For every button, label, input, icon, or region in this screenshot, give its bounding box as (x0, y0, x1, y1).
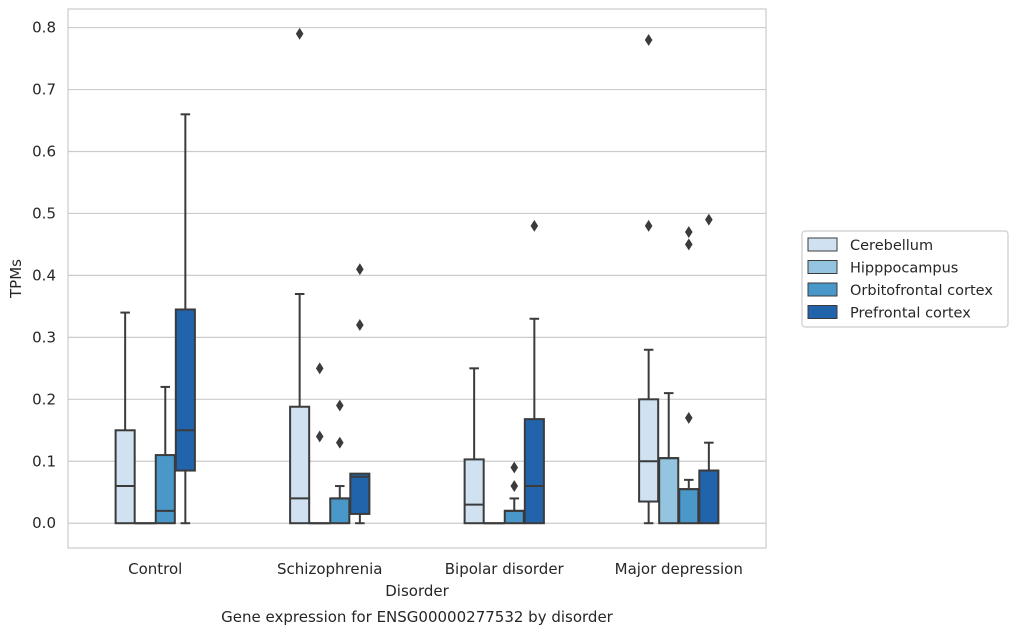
outlier-point (357, 320, 363, 330)
y-tick-label: 0.4 (32, 266, 56, 284)
legend-swatch (808, 261, 837, 274)
y-tick-label: 0.7 (32, 81, 56, 99)
outlier-point (337, 438, 343, 448)
y-tick-label: 0.3 (32, 328, 56, 346)
box-iqr (350, 474, 369, 514)
legend-label: Orbitofrontal cortex (850, 283, 993, 299)
x-tick-label: Bipolar disorder (445, 560, 565, 578)
x-tick-label: Major depression (615, 560, 743, 578)
outlier-point (531, 221, 537, 231)
legend-label: Prefrontal cortex (850, 306, 971, 322)
box-iqr (639, 399, 658, 501)
y-tick-label: 0.0 (32, 514, 56, 532)
y-tick-label: 0.1 (32, 452, 56, 470)
outlier-point (317, 363, 323, 373)
x-axis-label: Disorder (385, 582, 449, 600)
outlier-point (686, 227, 692, 237)
outlier-point (686, 413, 692, 423)
legend-swatch (808, 238, 837, 251)
y-tick-label: 0.6 (32, 142, 56, 160)
box-cerebellum (116, 313, 135, 524)
legend-swatch (808, 283, 837, 296)
outlier-point (357, 264, 363, 274)
box-hipppocampus (310, 363, 329, 523)
box-iqr (330, 498, 349, 523)
box-iqr (176, 309, 195, 470)
box-iqr (116, 430, 135, 523)
box-cerebellum (465, 368, 484, 523)
box-iqr (679, 489, 698, 523)
box-prefrontal-cortex (176, 114, 195, 523)
box-iqr (699, 471, 718, 524)
outlier-point (511, 481, 517, 491)
box-iqr (290, 407, 309, 523)
box-iqr (525, 419, 544, 523)
box-hipppocampus (659, 393, 678, 523)
outlier-point (296, 29, 302, 39)
outlier-point (645, 221, 651, 231)
outlier-point (686, 239, 692, 249)
box-cerebellum (639, 35, 658, 523)
box-prefrontal-cortex (699, 215, 718, 524)
legend-swatch (808, 306, 837, 319)
x-tick-label: Control (128, 560, 182, 578)
box-iqr (156, 455, 175, 523)
box-prefrontal-cortex (525, 221, 544, 523)
y-tick-label: 0.5 (32, 204, 56, 222)
y-axis-label: TPMs (7, 259, 25, 299)
outlier-point (337, 401, 343, 411)
outlier-point (706, 215, 712, 225)
box-orbitofrontal-cortex (679, 227, 698, 523)
box-orbitofrontal-cortex (505, 462, 524, 523)
legend-label: Hipppocampus (850, 261, 958, 277)
box-iqr (505, 511, 524, 523)
y-tick-label: 0.2 (32, 390, 56, 408)
outlier-point (511, 462, 517, 472)
chart-title: Gene expression for ENSG00000277532 by d… (221, 608, 614, 626)
box-prefrontal-cortex (350, 264, 369, 523)
outlier-point (317, 431, 323, 441)
box-iqr (659, 458, 678, 523)
y-tick-label: 0.8 (32, 19, 56, 37)
x-tick-label: Schizophrenia (277, 560, 382, 578)
outlier-point (645, 35, 651, 45)
box-orbitofrontal-cortex (156, 387, 175, 523)
legend-label: Cerebellum (850, 238, 933, 254)
box-iqr (465, 459, 484, 523)
legend: Cerebellum Hipppocampus Orbitofrontal cort… (802, 231, 1008, 327)
